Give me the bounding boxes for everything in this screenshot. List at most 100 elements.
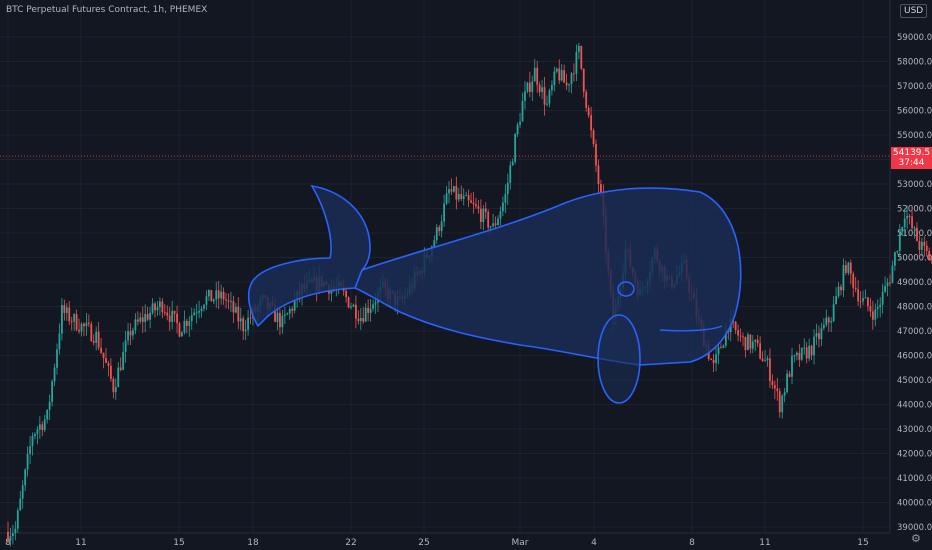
candle-body [871,311,874,320]
candle-body [541,87,543,93]
candle-body [217,290,220,299]
candle-body [144,314,147,322]
candle-body [766,358,769,361]
candle-body [181,332,183,337]
candle-body [200,308,203,311]
y-tick-label: 46000.0 [897,352,932,362]
candle-body [803,347,806,349]
candle-body [36,429,39,434]
candle-body [438,227,441,232]
candle-body [87,322,90,325]
candle-body [891,265,894,283]
candle-body [139,317,142,322]
candle-body [475,204,477,207]
candle-body [867,297,869,307]
candle-body [281,315,284,328]
candle-body [896,250,899,253]
candle-body [7,531,9,541]
candle-body [276,312,279,322]
candle-body [916,227,918,242]
candle-body [34,433,36,437]
candle-body [208,290,210,297]
candle-body [239,318,242,322]
candle-body [90,324,93,342]
candle-body [141,317,144,322]
candle-body [107,362,110,366]
candle-body [720,347,722,349]
candle-body [124,340,127,352]
whale-flipper [597,314,641,404]
candle-body [220,291,223,299]
candle-body [854,287,857,290]
symbol-title: BTC Perpetual Futures Contract, 1h, PHEM… [6,5,208,15]
candle-body [440,221,443,232]
candle-body [234,306,237,313]
whale-drawing[interactable] [247,184,742,404]
candle-body [810,345,813,356]
candle-body [519,121,521,125]
candle-body [477,206,480,209]
candle-body [531,81,534,92]
x-tick-label: 15 [173,538,184,548]
candle-body [487,212,490,228]
candle-body [112,378,115,393]
candle-body [117,367,120,387]
whale-mouth-line [659,325,723,332]
candle-body [818,333,820,340]
candle-body [918,241,921,250]
candle-body [925,245,928,252]
candle-body [548,90,551,104]
candle-body [465,195,468,197]
candle-body [178,323,181,337]
candle-body [852,273,855,288]
candle-body [874,309,877,320]
candle-body [102,352,105,359]
candle-body [129,331,132,336]
candle-body [43,419,46,431]
x-tick-label: 8 [689,538,695,548]
candle-body [448,189,450,194]
candle-body [237,306,240,322]
candle-body [291,308,294,311]
candle-body [443,203,445,222]
candle-body [815,333,818,337]
candle-body [357,318,360,322]
candle-body [227,300,230,302]
candle-body [876,307,879,310]
candle-body [582,68,585,92]
candle-body [568,84,570,86]
candle-body [31,436,34,447]
candle-body [911,216,913,228]
candle-body [793,355,796,357]
candle-body [159,301,161,308]
candle-body [920,241,923,250]
currency-badge[interactable]: USD [900,4,928,18]
candle-body [225,299,227,301]
y-tick-label: 58000.0 [897,58,932,68]
candle-body [502,202,504,212]
candle-body [555,68,558,72]
candle-body [805,347,808,359]
candle-body [484,208,487,213]
candle-body [769,358,771,382]
candle-body [813,336,815,356]
candle-body [506,182,509,195]
candle-body [146,314,149,320]
candle-body [771,381,774,386]
candle-body [188,321,191,327]
candle-body [894,252,896,266]
candle-body [12,533,14,537]
candle-body [847,262,850,273]
last-price-label: 54139.5 37:44 [891,147,932,169]
candle-body [528,82,531,92]
candle-body [455,186,458,200]
candle-body [908,215,911,217]
y-tick-label: 52000.0 [897,205,932,215]
gear-icon[interactable]: ⚙ [911,532,921,545]
candle-body [913,227,916,229]
y-tick-label: 59000.0 [897,33,932,43]
candle-body [600,184,602,193]
candle-body [754,339,757,342]
candle-body [453,186,455,192]
